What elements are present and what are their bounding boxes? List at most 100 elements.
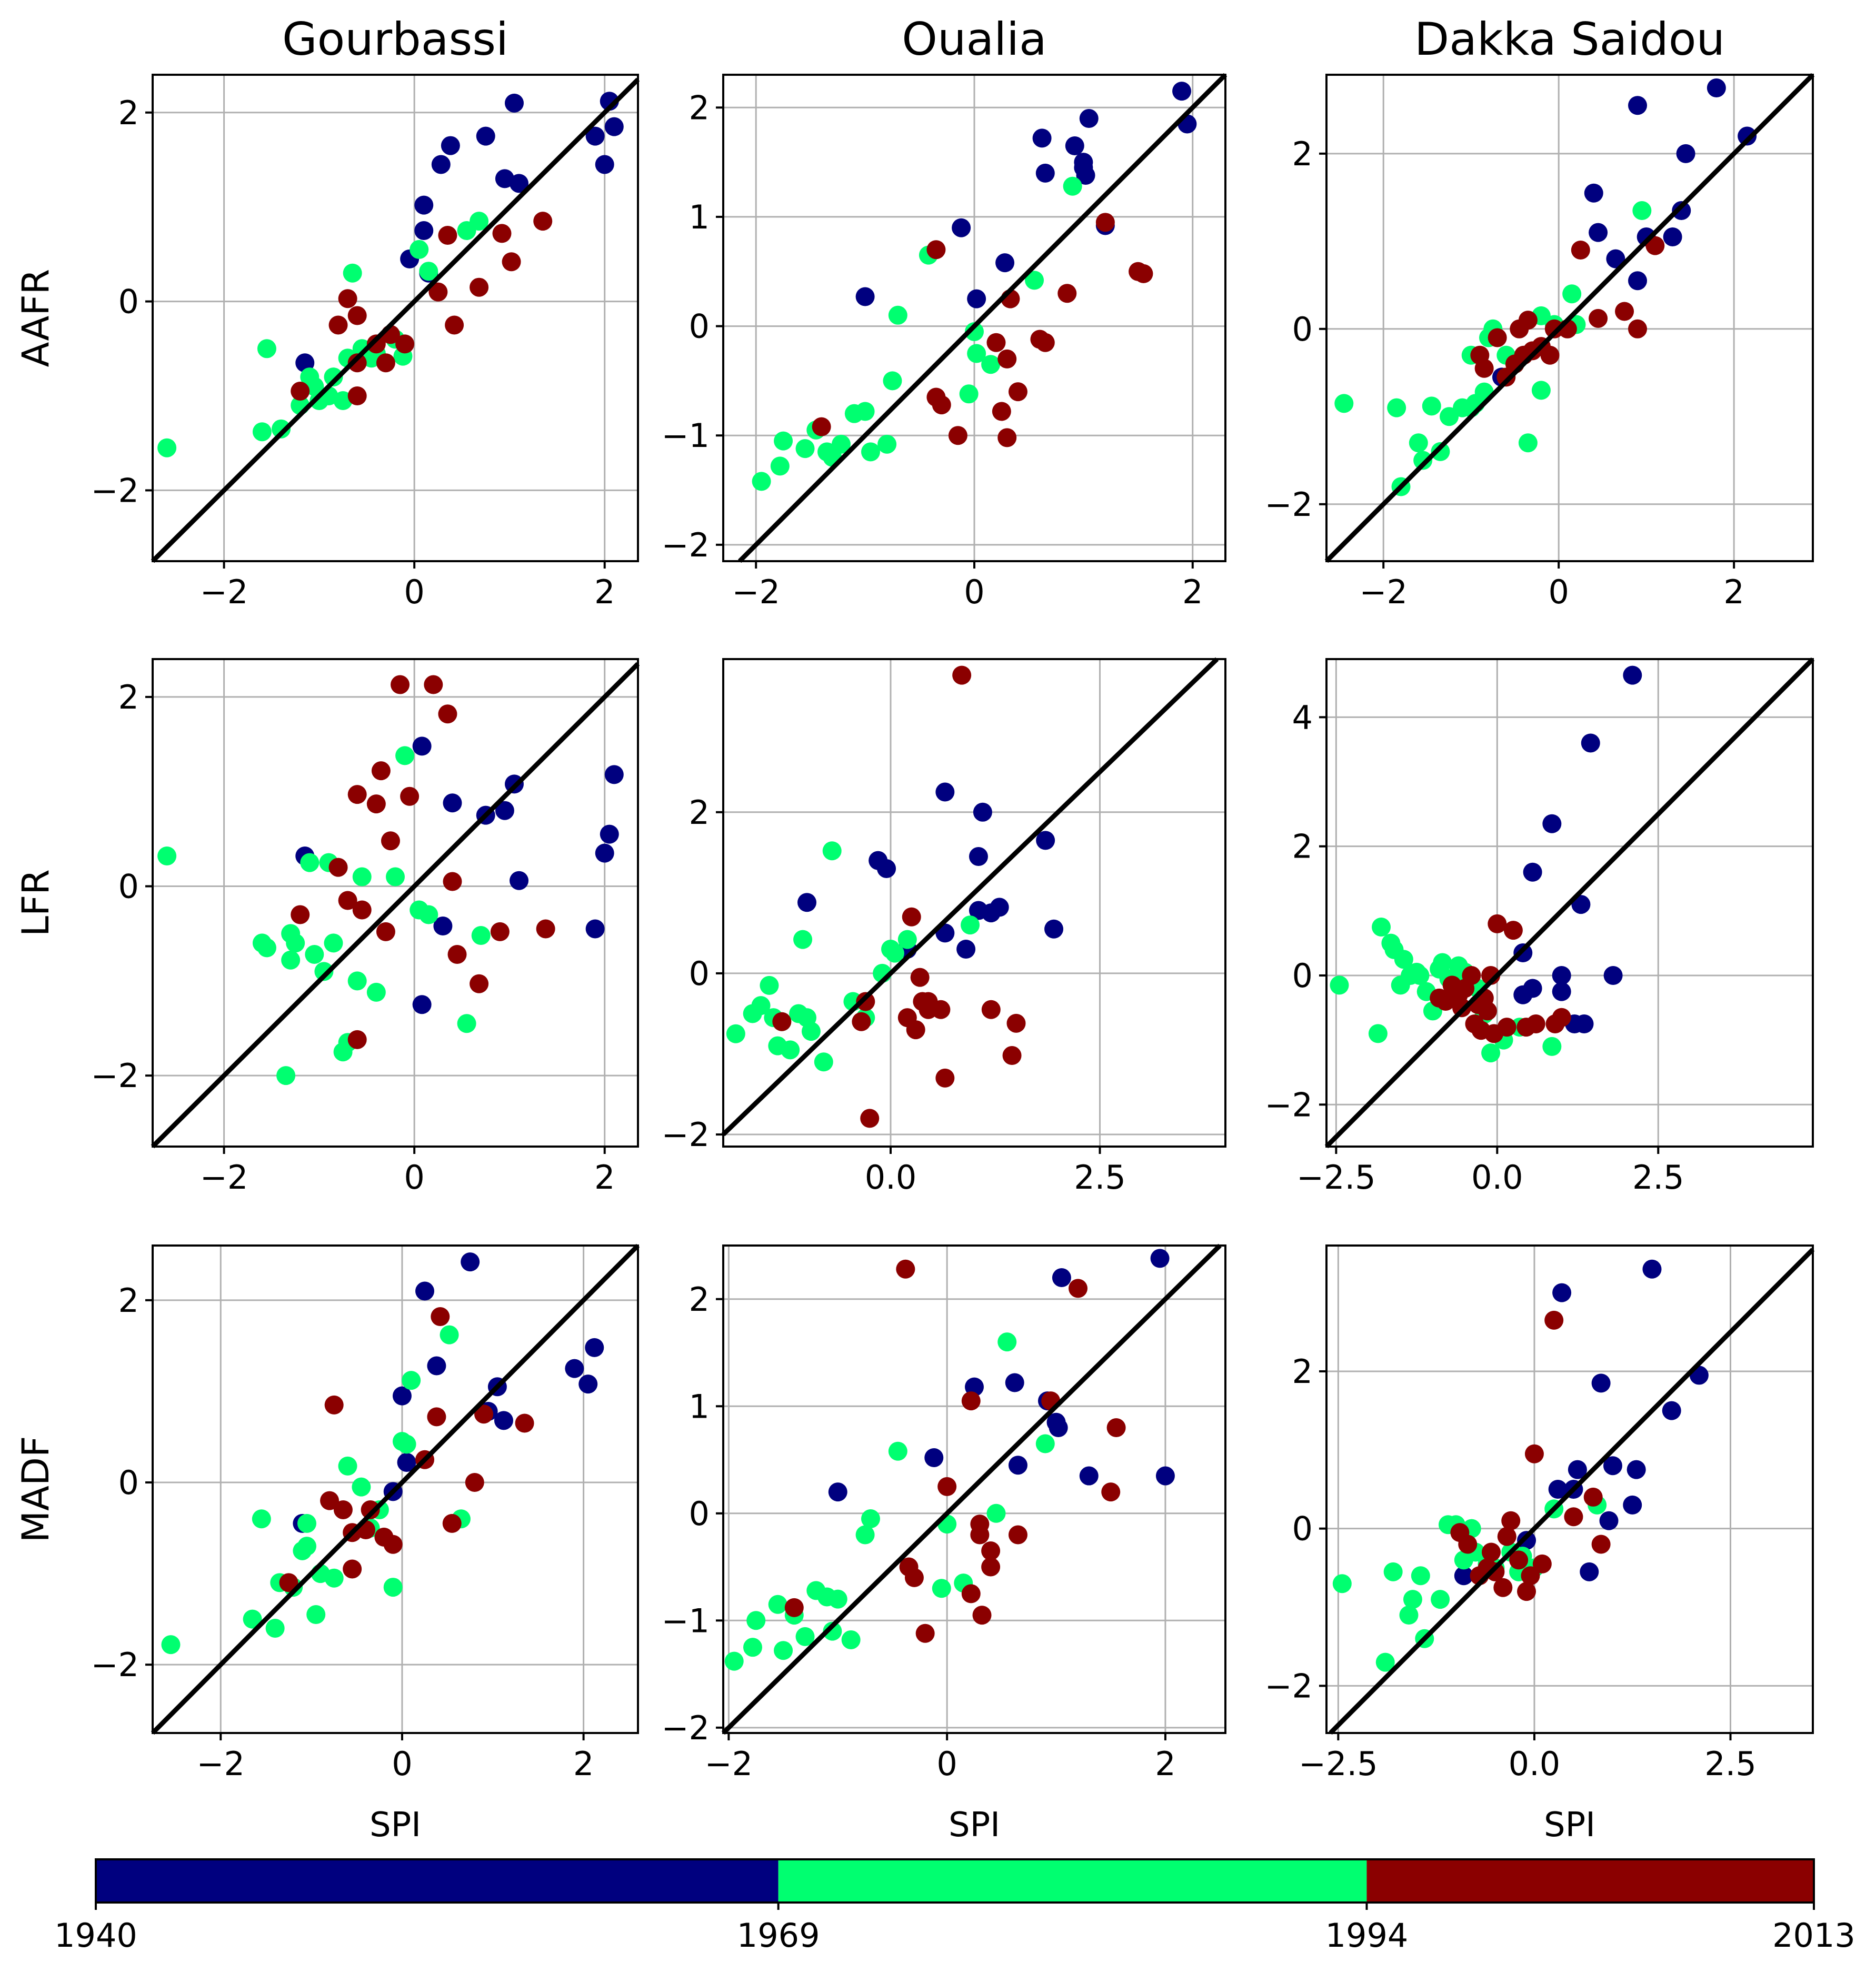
data-point (986, 1503, 1006, 1523)
data-point (724, 1651, 744, 1671)
data-point (1581, 733, 1600, 753)
data-point (281, 950, 301, 970)
axes-frame (152, 658, 639, 1148)
data-point (801, 1022, 821, 1041)
data-point (956, 940, 976, 959)
x-tick-label: −2 (1360, 573, 1408, 611)
data-point (1642, 1259, 1662, 1279)
data-point (366, 794, 386, 814)
data-point (243, 1609, 262, 1629)
scatter-panel: −2 0 2 −2 −1 0 1 2 Oualia (662, 13, 1228, 611)
x-tick-label: −2 (200, 573, 248, 611)
data-point (533, 212, 553, 231)
data-point (438, 226, 457, 245)
points-group (1334, 78, 1757, 496)
data-point (442, 1513, 462, 1533)
data-point (1410, 965, 1430, 985)
data-point (1552, 1283, 1572, 1302)
data-point (1449, 985, 1468, 1004)
colorbar-tick-label: 2013 (1772, 1916, 1855, 1955)
data-point (252, 1509, 271, 1529)
data-point (906, 1020, 925, 1040)
data-point (1381, 933, 1401, 953)
one-to-one-line (721, 1243, 1222, 1735)
data-point (1008, 382, 1027, 402)
data-point (338, 891, 357, 910)
y-tick-label: 0 (689, 307, 710, 346)
data-point (1552, 1008, 1571, 1027)
data-point (383, 1535, 403, 1554)
x-tick-label: 0 (404, 1158, 424, 1197)
colorbar-tick-label: 1940 (54, 1916, 137, 1955)
data-point (427, 1407, 446, 1427)
y-tick-label: −2 (662, 526, 710, 564)
data-point (402, 1371, 421, 1390)
y-tick-label: 0 (1292, 957, 1313, 995)
data-point (474, 1405, 494, 1424)
data-point (990, 898, 1009, 917)
data-point (471, 926, 491, 945)
data-point (1645, 236, 1665, 255)
data-point (948, 426, 967, 445)
data-point (400, 786, 420, 806)
data-point (395, 334, 415, 354)
data-point (1589, 223, 1608, 242)
data-point (967, 289, 986, 308)
data-point (1628, 319, 1648, 338)
data-point (828, 1482, 847, 1502)
y-tick-label: 1 (689, 1387, 710, 1426)
x-tick-label: 0.0 (1471, 1158, 1523, 1197)
scatter-panel: −2 0 2 −2 0 2 Gourbassi AAFR (14, 13, 640, 611)
data-point (855, 287, 875, 306)
data-point (855, 1525, 875, 1545)
data-point (281, 924, 301, 943)
data-point (992, 402, 1011, 421)
data-point (333, 391, 353, 410)
data-point (885, 943, 904, 963)
x-tick-label: 0 (1548, 573, 1569, 611)
data-point (157, 438, 177, 457)
data-point (1510, 319, 1529, 338)
data-point (961, 915, 980, 935)
data-point (841, 1630, 861, 1649)
data-point (897, 930, 917, 949)
data-point (431, 1307, 450, 1327)
data-point (352, 900, 372, 920)
data-point (981, 1541, 1001, 1561)
data-point (831, 434, 851, 454)
data-point (1481, 1542, 1501, 1562)
data-point (504, 93, 524, 113)
data-point (397, 1452, 416, 1472)
x-tick-label: −2.5 (1296, 1158, 1376, 1197)
data-point (1509, 1550, 1529, 1570)
data-point (981, 1000, 1001, 1019)
data-point (376, 353, 395, 373)
y-tick-label: −2 (662, 1709, 710, 1747)
data-point (595, 843, 614, 863)
colorbar-segment (778, 1859, 1367, 1903)
data-point (772, 1012, 792, 1031)
y-tick-label: 0 (1292, 310, 1313, 348)
data-point (1540, 345, 1560, 365)
data-point (1531, 381, 1551, 400)
data-point (427, 1356, 446, 1376)
data-point (1568, 1460, 1587, 1479)
data-point (1523, 862, 1542, 882)
data-point (902, 907, 921, 927)
data-point (856, 992, 875, 1011)
data-point (1383, 1562, 1403, 1581)
y-tick-label: −1 (662, 1601, 710, 1640)
data-point (306, 1605, 326, 1624)
x-tick-label: −2.5 (1299, 1745, 1378, 1783)
x-axis-label: SPI (1544, 1806, 1595, 1845)
data-point (343, 263, 362, 283)
data-point (1375, 1652, 1395, 1672)
data-point (333, 1500, 353, 1519)
data-point (1454, 1566, 1473, 1586)
data-point (494, 1411, 513, 1430)
data-point (888, 305, 907, 325)
data-point (1474, 358, 1494, 378)
data-point (1172, 82, 1192, 101)
axes-frame (152, 74, 639, 562)
data-point (768, 1595, 787, 1614)
